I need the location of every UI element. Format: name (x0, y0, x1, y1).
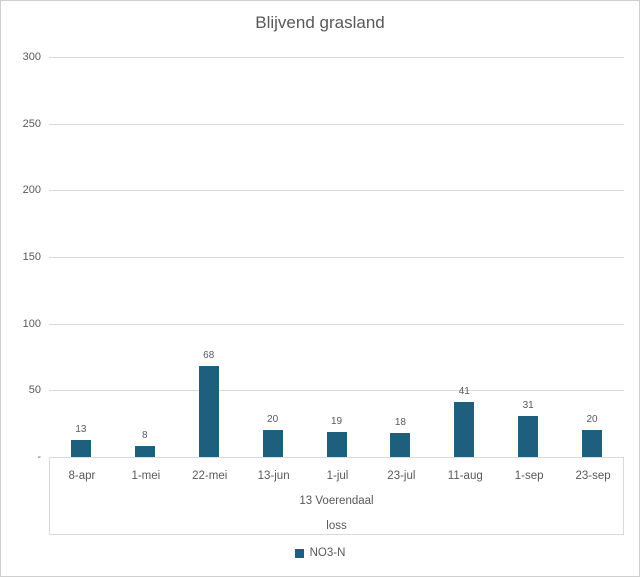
x-tick-label: 11-aug (447, 470, 483, 482)
y-tick-label: - (37, 451, 41, 463)
bar-value-label: 41 (458, 386, 470, 398)
chart-title: Blijvend grasland (255, 13, 385, 32)
y-tick-label: 300 (22, 51, 41, 63)
x-tick-label: 1-sep (514, 470, 544, 482)
plot-area: 13 8 68 20 19 18 41 31 20 (49, 57, 624, 457)
bar (518, 415, 539, 457)
gridline (49, 323, 624, 325)
x-tick-label: 23-jul (387, 470, 416, 482)
bar (582, 430, 603, 457)
bar (262, 430, 283, 457)
y-tick-label: 50 (28, 384, 41, 397)
y-tick-label: 150 (22, 251, 41, 263)
gridline (49, 257, 624, 258)
bar-value-label: 13 (75, 423, 87, 435)
bar-value-label: 8 (142, 430, 148, 442)
bar-value-label: 68 (203, 350, 215, 362)
bar (390, 433, 411, 457)
bar-value-label: 31 (522, 399, 534, 411)
gridline (49, 57, 624, 58)
x-tick-label: 23-sep (575, 470, 611, 482)
legend: NO3-N (1, 547, 639, 559)
x-tick-label: 22-mei (192, 470, 228, 482)
bar (134, 446, 155, 457)
bar-value-label: 18 (394, 417, 406, 428)
axis-group-label: 13 Voerendaal (299, 495, 374, 507)
bar (326, 431, 347, 457)
x-tick-label: 1-mei (131, 470, 161, 482)
category-axis-box: 8-apr 1-mei 22-mei 13-jun 1-jul 23-jul 11-aug 1… (49, 457, 624, 535)
legend-swatch-icon (294, 548, 304, 558)
bar-value-label: 20 (586, 414, 598, 426)
x-tick-label: 13-jun (257, 470, 290, 482)
legend-label: NO3-N (309, 547, 346, 559)
y-tick-label: 200 (22, 184, 41, 197)
gridline (49, 190, 624, 192)
axis-group-label: loss (326, 520, 347, 532)
x-tick-label: 8-apr (68, 470, 96, 482)
bar (198, 366, 219, 457)
bar (454, 402, 475, 457)
y-tick-label: 100 (22, 317, 41, 330)
gridline (49, 123, 624, 125)
bar-value-label: 19 (330, 415, 343, 427)
bar (70, 439, 91, 457)
x-tick-label: 1-jul (326, 470, 349, 482)
gridline (49, 390, 624, 392)
y-tick-label: 250 (22, 117, 41, 130)
bar-value-label: 20 (267, 414, 279, 426)
